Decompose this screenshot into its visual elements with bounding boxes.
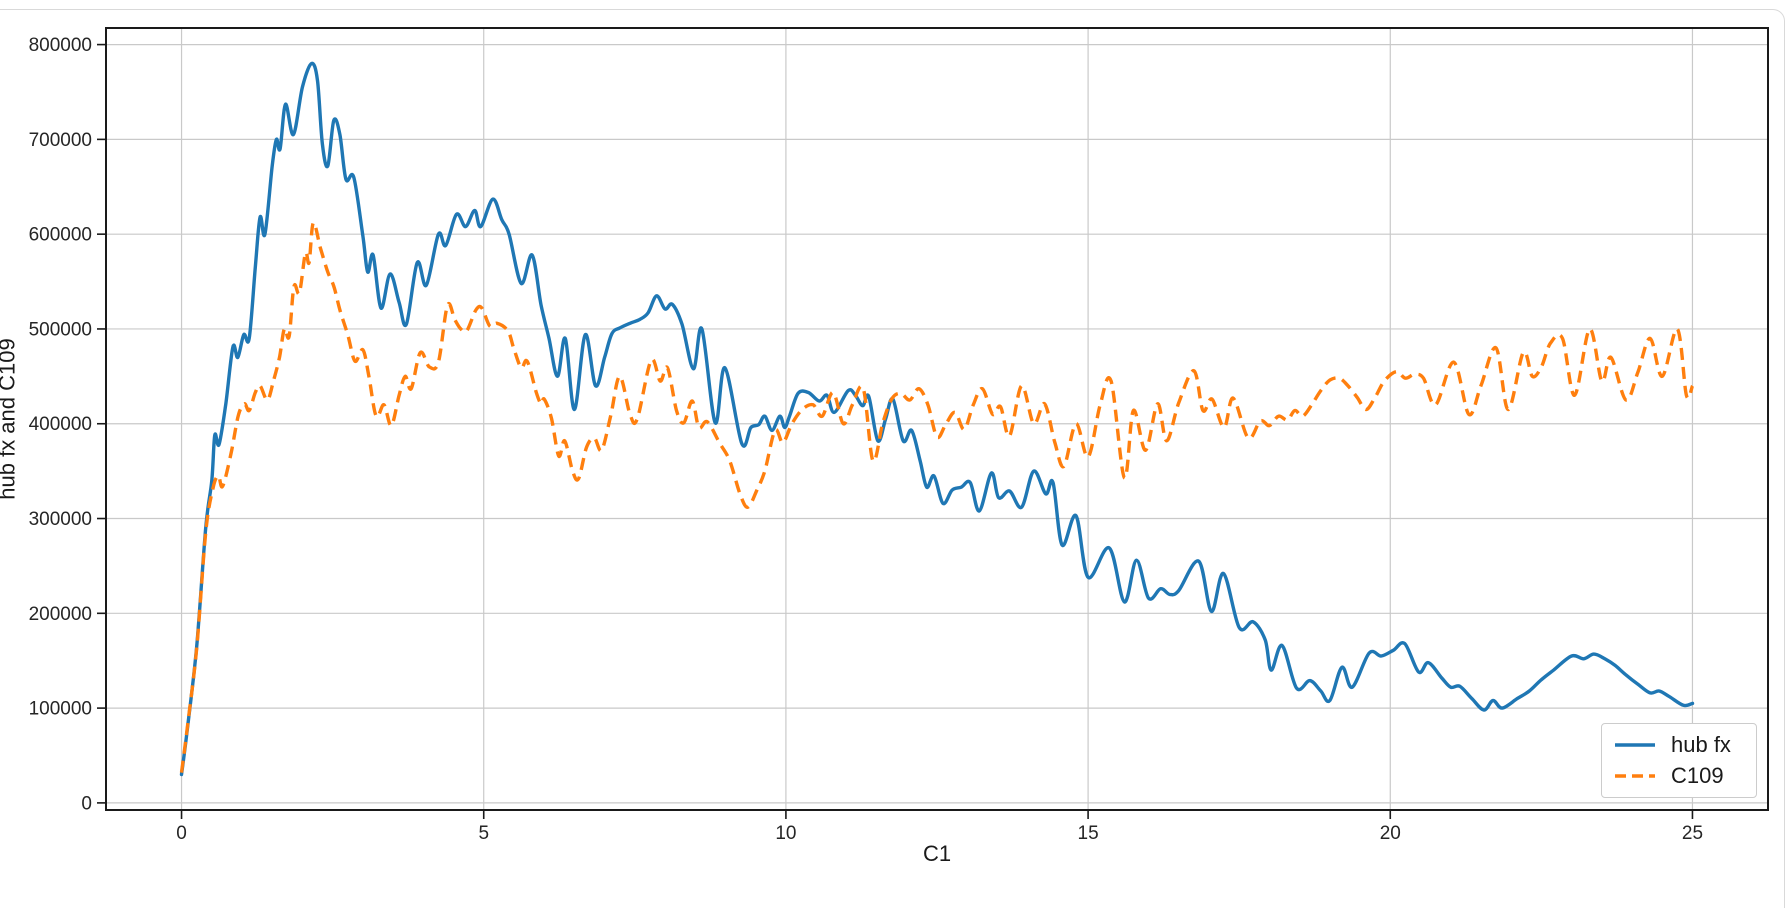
x-axis-label: C1	[922, 841, 952, 866]
y-tick-label: 500000	[29, 319, 92, 340]
y-tick-label: 0	[81, 793, 92, 814]
c109-line	[179, 221, 1695, 773]
y-tick-label: 300000	[29, 509, 92, 530]
y-tick-label: 700000	[29, 130, 92, 151]
y-tick-label: 100000	[29, 699, 92, 720]
c109-line-sample-icon	[1615, 773, 1655, 778]
y-tick-label: 200000	[29, 604, 92, 625]
figure: { "legend": { "position": "lower right",…	[0, 9, 1785, 908]
y-tick-label: 800000	[29, 35, 92, 56]
hub-fx-line-sample-icon	[1615, 743, 1655, 748]
legend-item-hub-fx: hub fx	[1602, 734, 1756, 756]
x-tick-label: 15	[1078, 823, 1099, 844]
y-tick-label: 600000	[29, 225, 92, 246]
y-axis-label: hub fx and C109	[0, 338, 20, 500]
x-tick-label: 20	[1380, 823, 1401, 844]
legend-item-c109: C109	[1602, 762, 1756, 788]
legend-label-hub-fx: hub fx	[1671, 732, 1731, 758]
x-tick-label: 10	[775, 823, 796, 844]
x-tick-label: 25	[1682, 823, 1703, 844]
legend-label-c109: C109	[1671, 762, 1724, 788]
x-tick-label: 0	[176, 823, 187, 844]
hub-fx-line	[179, 61, 1695, 777]
plot-border	[105, 27, 1769, 811]
legend: hub fx C109	[1601, 723, 1757, 798]
y-tick-label: 400000	[29, 414, 92, 435]
chart-canvas: 0 5 10 15 20 25 0 100000 200000 300000 400000 50000…	[29, 27, 1769, 844]
x-tick-label: 5	[478, 823, 489, 844]
